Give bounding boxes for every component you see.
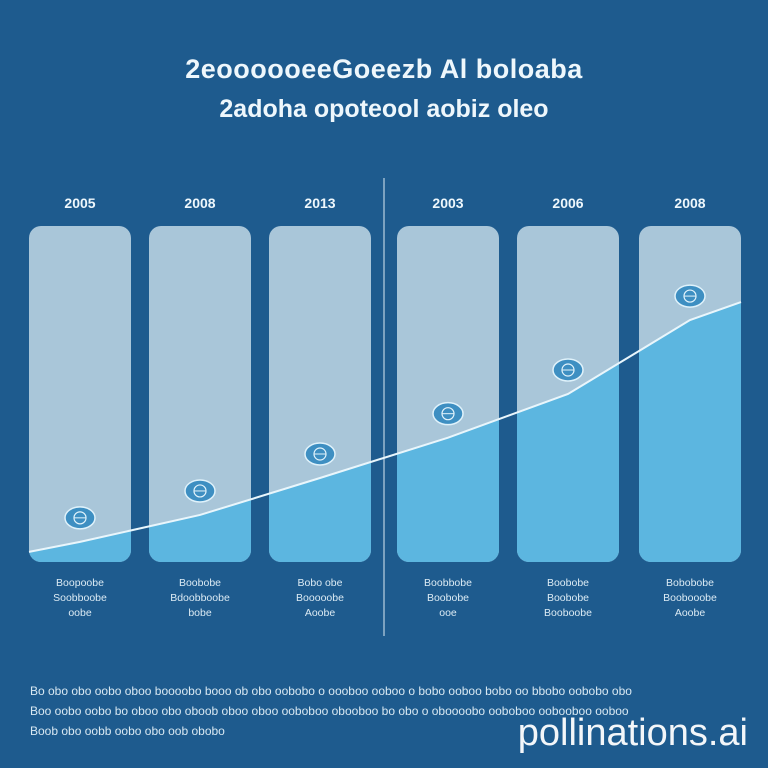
footnote-1: Bo obo obo oobo oboo boooobo booo ob obo… xyxy=(30,684,632,698)
category-description: oobe xyxy=(68,607,92,619)
category-label: 2005 xyxy=(64,195,95,211)
watermark: pollinations.ai xyxy=(517,712,748,754)
bar-fill xyxy=(639,302,741,562)
category-description: Booooobe xyxy=(296,592,344,604)
category-description: Booboobe xyxy=(544,607,592,619)
category-description: Boobbobe xyxy=(424,577,472,589)
footnote-3: Boob obo oobb oobo obo oob obobo xyxy=(30,724,225,738)
category-description: bobe xyxy=(188,607,212,619)
category-description: Boobobe xyxy=(427,592,469,604)
bar-panel xyxy=(29,226,131,562)
category-label: 2008 xyxy=(674,195,705,211)
category-description: Aoobe xyxy=(675,607,706,619)
category-description: Bdoobboobe xyxy=(170,592,230,604)
category-label: 2003 xyxy=(432,195,463,211)
category-description: Boobobe xyxy=(547,577,589,589)
category-label: 2013 xyxy=(304,195,335,211)
bar-fill xyxy=(149,499,251,562)
category-description: Bobo obe xyxy=(298,577,343,589)
category-description: Boobobe xyxy=(547,592,589,604)
bar-fill xyxy=(269,461,371,562)
bar-fill xyxy=(397,419,499,562)
chart-title: 2eoooooeeGoeezb Al boloaba xyxy=(185,54,583,84)
bar-panel xyxy=(149,226,251,562)
footnote-2: Boo oobo oobo bo oboo obo oboob oboo obo… xyxy=(30,704,629,718)
category-description: Boobooobe xyxy=(663,592,717,604)
category-description: Soobboobe xyxy=(53,592,107,604)
category-description: ooe xyxy=(439,607,457,619)
category-description: Boopoobe xyxy=(56,577,104,589)
bar-fill xyxy=(29,530,131,562)
category-label: 2006 xyxy=(552,195,583,211)
chart-subtitle: 2adoha opoteool aobiz oleo xyxy=(219,95,549,123)
trend-line xyxy=(28,301,742,553)
bar-fill xyxy=(517,363,619,562)
category-description: Aoobe xyxy=(305,607,336,619)
category-description: Boobobe xyxy=(179,577,221,589)
category-description: Bobobobe xyxy=(666,577,714,589)
category-label: 2008 xyxy=(184,195,215,211)
